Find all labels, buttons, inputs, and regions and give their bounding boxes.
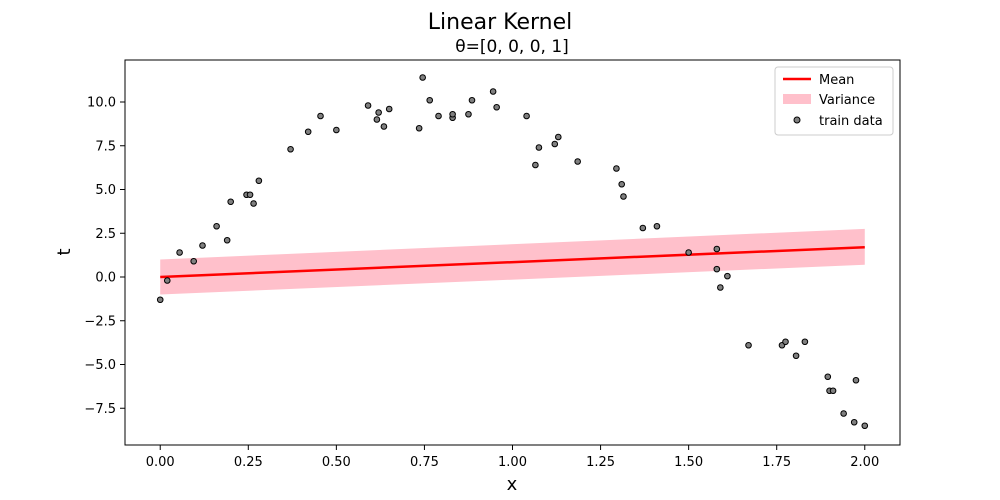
y-tick-label: 7.5 <box>95 139 116 154</box>
legend-variance-swatch <box>783 94 811 104</box>
train-data-point <box>287 145 294 153</box>
legend: Mean Variance train data <box>774 66 894 136</box>
x-axis: 0.00 0.25 0.50 0.75 1.00 1.25 1.50 1.75 2.00 <box>146 445 879 470</box>
train-data-point <box>551 140 559 148</box>
train-data-point <box>613 165 620 172</box>
x-tick-label: 1.00 <box>498 455 527 470</box>
train-data-point <box>304 128 312 136</box>
y-tick-label: −5.0 <box>84 358 116 373</box>
x-tick-label: 0.75 <box>410 455 439 470</box>
train-data-point <box>535 144 543 151</box>
legend-box <box>774 66 894 136</box>
x-tick-label: 2.00 <box>850 455 879 470</box>
train-data-point <box>574 158 581 165</box>
train-data-point <box>523 112 530 120</box>
plot-area <box>156 74 869 430</box>
train-data-point <box>190 257 197 265</box>
train-data-point <box>717 284 724 291</box>
x-axis-label: x <box>507 474 518 495</box>
train-data-point <box>745 341 752 349</box>
train-data-point <box>213 222 220 230</box>
y-tick-label: 10.0 <box>87 96 116 111</box>
train-data-point <box>824 373 832 381</box>
train-data-point <box>713 245 721 253</box>
y-tick-label: −7.5 <box>84 402 116 417</box>
train-data-point <box>620 193 627 200</box>
train-data-point <box>554 133 562 141</box>
train-data-point <box>156 296 164 304</box>
chart-title: Linear Kernel <box>428 10 572 35</box>
train-data-point <box>415 124 423 132</box>
train-data-point <box>255 177 263 185</box>
train-data-point <box>618 180 626 188</box>
y-axis: −7.5 −5.0 −2.5 0.0 2.5 5.0 7.5 10.0 <box>84 96 125 417</box>
train-data-point <box>199 242 206 249</box>
train-data-point <box>792 352 800 360</box>
train-data-point <box>449 110 456 118</box>
legend-variance-label: Variance <box>819 93 875 108</box>
train-data-point <box>861 422 869 430</box>
train-data-point <box>246 191 254 199</box>
train-data-point <box>685 249 692 256</box>
train-data-point <box>532 161 539 169</box>
train-data-point <box>639 224 647 232</box>
y-tick-label: −2.5 <box>84 314 116 329</box>
train-data-point <box>493 103 500 111</box>
legend-mean-label: Mean <box>819 73 854 88</box>
train-data-point <box>373 116 381 123</box>
y-axis-label: t <box>54 248 75 255</box>
y-tick-label: 5.0 <box>95 183 116 198</box>
x-tick-label: 1.75 <box>762 455 791 470</box>
train-data-point <box>385 105 393 113</box>
train-data-point <box>840 410 847 417</box>
mean-line <box>160 246 865 279</box>
train-data-point <box>176 249 183 256</box>
train-data-point <box>829 387 837 395</box>
x-tick-label: 0.00 <box>146 455 175 470</box>
train-data-point <box>713 265 721 273</box>
train-data-point <box>465 110 472 118</box>
train-data-point <box>782 338 789 346</box>
legend-train-label: train data <box>819 114 883 129</box>
train-data-point <box>419 74 426 81</box>
train-data-point <box>364 102 372 109</box>
train-data-point <box>380 123 388 130</box>
train-data-point <box>317 112 324 120</box>
y-tick-label: 0.0 <box>95 271 116 286</box>
train-data-point <box>227 198 234 206</box>
chart-subtitle: θ=[0, 0, 0, 1] <box>455 37 569 57</box>
x-tick-label: 1.50 <box>674 455 703 470</box>
train-data-point <box>852 376 860 384</box>
x-tick-label: 0.25 <box>234 455 263 470</box>
train-data-point <box>468 96 476 104</box>
legend-train-swatch <box>793 116 801 124</box>
train-data-point <box>653 222 661 230</box>
y-tick-label: 2.5 <box>95 227 116 242</box>
train-data-point <box>375 109 382 116</box>
train-data-point <box>801 338 809 346</box>
train-data-point <box>250 200 257 207</box>
train-data-point <box>426 96 434 104</box>
train-data-point <box>435 112 442 120</box>
train-data-point <box>724 272 731 280</box>
train-data-point <box>850 418 858 426</box>
train-data-point <box>163 277 171 284</box>
train-data-point <box>333 126 340 134</box>
train-data-point <box>489 88 497 95</box>
x-tick-label: 0.50 <box>322 455 351 470</box>
train-data-point <box>223 236 231 244</box>
x-tick-label: 1.25 <box>586 455 615 470</box>
